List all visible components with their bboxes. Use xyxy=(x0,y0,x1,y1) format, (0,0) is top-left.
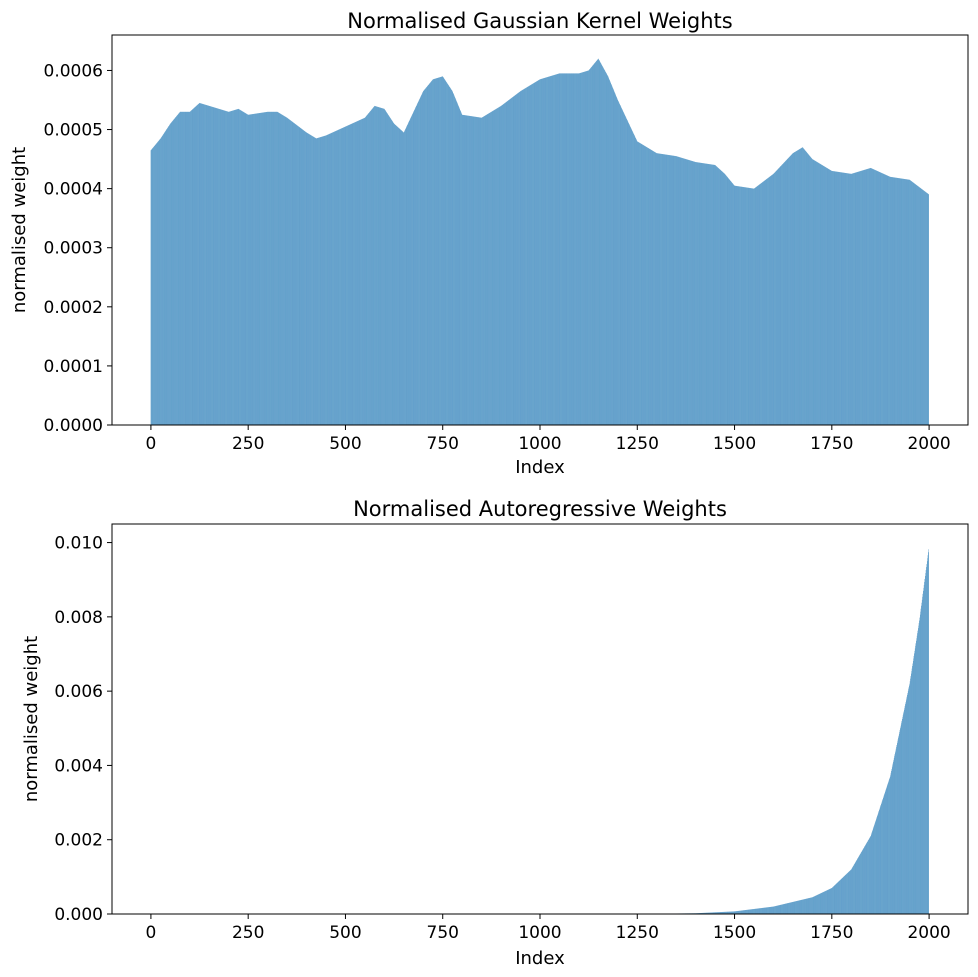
x-tick-label: 750 xyxy=(427,923,459,943)
y-tick-label: 0.002 xyxy=(54,831,103,851)
y-tick-label: 0.0002 xyxy=(44,298,103,318)
x-axis-label: Index xyxy=(515,948,565,969)
axis-ticks: 0 250 500 750 1000 1250 1500 1750 2000 0.000 0.002… xyxy=(54,534,950,943)
x-tick-label: 1750 xyxy=(810,434,853,454)
gaussian-kernel-chart: Normalised Gaussian Kernel Weights 0 250 5… xyxy=(9,9,969,478)
x-tick-label: 1750 xyxy=(810,923,853,943)
plot-frame xyxy=(111,523,969,915)
x-tick-label: 2000 xyxy=(907,923,950,943)
x-tick-label: 250 xyxy=(232,434,264,454)
y-tick-label: 0.000 xyxy=(54,905,103,925)
y-tick-label: 0.0001 xyxy=(44,357,103,377)
autoregressive-chart: Normalised Autoregressive Weights 0 250 50… xyxy=(21,497,969,969)
y-tick-label: 0.0006 xyxy=(44,61,103,81)
x-tick-label: 750 xyxy=(427,434,459,454)
x-tick-label: 1500 xyxy=(713,434,756,454)
x-tick-label: 1000 xyxy=(518,923,561,943)
y-tick-label: 0.010 xyxy=(54,534,103,554)
y-tick-label: 0.0005 xyxy=(44,121,103,141)
x-tick-label: 1250 xyxy=(616,923,659,943)
x-tick-label: 0 xyxy=(145,434,156,454)
x-axis-label: Index xyxy=(515,457,565,478)
x-tick-label: 1000 xyxy=(518,434,561,454)
x-tick-label: 0 xyxy=(145,923,156,943)
x-tick-label: 2000 xyxy=(907,434,950,454)
plot-frame xyxy=(111,34,969,426)
bar-series xyxy=(150,58,929,426)
x-tick-label: 500 xyxy=(329,434,361,454)
y-tick-label: 0.0004 xyxy=(44,180,103,200)
y-tick-label: 0.006 xyxy=(54,682,103,702)
y-tick-label: 0.008 xyxy=(54,608,103,628)
y-tick-label: 0.004 xyxy=(54,756,103,776)
bar-series xyxy=(637,549,929,914)
x-tick-label: 250 xyxy=(232,923,264,943)
x-tick-label: 500 xyxy=(329,923,361,943)
x-tick-label: 1250 xyxy=(616,434,659,454)
chart-title: Normalised Gaussian Kernel Weights xyxy=(347,9,732,33)
y-axis-label: normalised weight xyxy=(9,147,30,313)
axis-ticks: 0 250 500 750 1000 1250 1500 1750 2000 0.0000 0.00… xyxy=(44,61,951,454)
y-axis-label: normalised weight xyxy=(21,636,42,802)
chart-title: Normalised Autoregressive Weights xyxy=(353,497,727,521)
y-tick-label: 0.0003 xyxy=(44,239,103,259)
y-tick-label: 0.0000 xyxy=(44,416,103,436)
x-tick-label: 1500 xyxy=(713,923,756,943)
